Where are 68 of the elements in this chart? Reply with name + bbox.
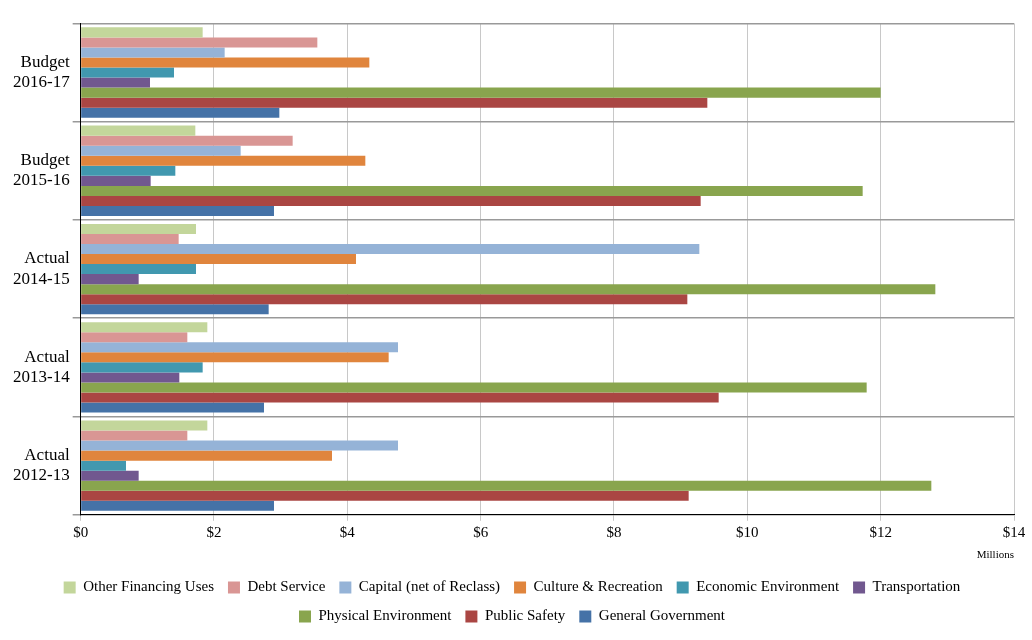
bar: [81, 264, 196, 275]
y-tick-label: Budget 2015-16: [12, 150, 70, 190]
bar: [81, 304, 269, 315]
x-tick-label: $6: [473, 523, 489, 540]
bar: [81, 382, 867, 393]
x-tick-label: $14: [1002, 523, 1026, 540]
bar: [81, 420, 208, 431]
bar: [81, 430, 188, 441]
bar: [81, 332, 188, 343]
bar: [81, 47, 225, 58]
bar: [81, 460, 126, 471]
bar: [81, 500, 274, 511]
bar: [81, 233, 179, 244]
legend-label: Culture & Recreation: [533, 578, 664, 595]
bar: [81, 185, 863, 196]
legend-label: Physical Environment: [318, 607, 453, 624]
legend-label: Economic Environment: [696, 578, 840, 595]
bar: [81, 392, 719, 403]
bar: [81, 284, 936, 295]
bar: [81, 97, 708, 108]
bar: [81, 175, 151, 186]
bar: [81, 107, 280, 118]
bar: [81, 470, 139, 481]
x-tick-label: $10: [736, 523, 759, 540]
bar: [81, 372, 180, 383]
bar: [81, 125, 196, 136]
x-tick-label: $8: [606, 523, 622, 540]
bar: [81, 243, 700, 255]
legend-label: General Government: [598, 607, 726, 624]
bar: [81, 254, 356, 265]
bar: [81, 274, 139, 285]
bar: [81, 322, 208, 333]
bar: [81, 145, 241, 156]
legend-label: Transportation: [872, 578, 961, 595]
bar: [81, 490, 689, 501]
bar: [81, 402, 264, 413]
bar: [81, 155, 366, 166]
bar: [81, 195, 701, 206]
bar: [81, 440, 398, 451]
bar: [81, 342, 398, 353]
bar: [81, 27, 203, 38]
legend-label: Public Safety: [484, 607, 566, 624]
legend-label: Other Financing Uses: [83, 578, 215, 595]
bar: [81, 294, 688, 305]
legend-label: Capital (net of Reclass): [358, 578, 501, 596]
bar: [81, 135, 293, 146]
x-tick-label: $0: [73, 523, 89, 540]
y-tick-label: Budget 2016-17: [12, 51, 71, 92]
bar: [81, 480, 932, 491]
bar: [81, 352, 389, 363]
bar: [81, 450, 332, 461]
bar: [81, 77, 150, 88]
bar: [81, 165, 176, 176]
bar: [81, 205, 274, 217]
bar: [81, 57, 370, 68]
bar: [81, 87, 881, 98]
y-tick-label: Actual 2012-13: [12, 444, 70, 485]
x-tick-label: $12: [869, 523, 892, 540]
legend-label: Debt Service: [247, 578, 326, 595]
x-axis-title: Millions: [976, 548, 1014, 561]
y-tick-label: Actual 2014-15: [12, 248, 70, 288]
bar: [81, 223, 196, 234]
bar: [81, 37, 318, 48]
x-tick-label: $2: [206, 523, 222, 540]
x-tick-label: $4: [339, 523, 356, 540]
bar: [81, 67, 174, 78]
y-tick-label: Actual 2013-14: [12, 346, 71, 387]
bar: [81, 362, 203, 373]
